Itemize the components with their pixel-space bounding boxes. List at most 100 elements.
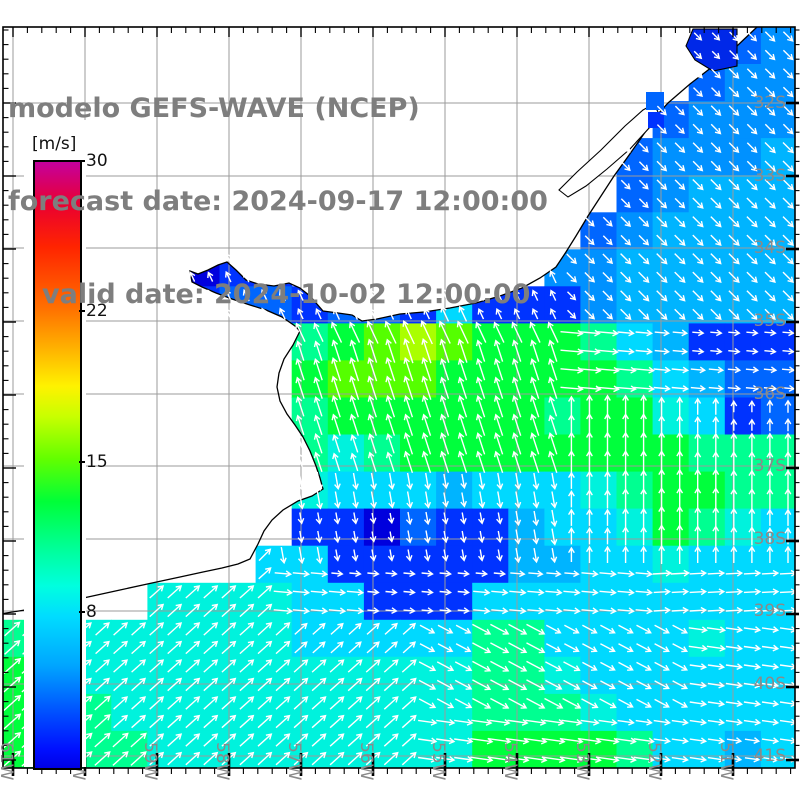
field-cell <box>400 471 437 510</box>
field-cell <box>580 582 618 621</box>
field-cell <box>616 471 654 510</box>
field-cell <box>688 471 726 510</box>
field-cell <box>472 545 509 584</box>
field-cell <box>544 730 582 768</box>
field-cell <box>508 545 545 584</box>
field-cell <box>472 508 509 547</box>
field-cell <box>508 471 545 510</box>
lon-label: 51W <box>716 742 736 781</box>
field-cell <box>760 693 795 732</box>
lon-label: 61W <box>0 742 16 781</box>
field-cell <box>436 693 473 732</box>
lat-label: 39S <box>754 601 786 621</box>
field-cell <box>327 545 365 584</box>
field-cell <box>724 323 762 362</box>
valid-date: valid date: 2024-10-02 12:00:00 <box>42 279 531 310</box>
lat-label: 34S <box>754 238 786 258</box>
field-cell <box>472 656 509 695</box>
field-cell <box>508 619 545 658</box>
field-cell <box>508 508 545 547</box>
colorbar-tick-mark <box>79 160 85 162</box>
field-cell <box>652 323 690 362</box>
field-cell <box>724 471 762 510</box>
field-cell <box>580 730 618 768</box>
field-cell <box>544 582 582 621</box>
field-cell <box>291 508 329 547</box>
field-cell <box>291 545 329 584</box>
lat-label: 40S <box>754 674 786 694</box>
field-cell <box>688 323 726 362</box>
field-cell <box>580 693 618 732</box>
forecast-date: forecast date: 2024-09-17 12:00:00 <box>8 186 548 217</box>
field-cell <box>400 693 437 732</box>
colorbar-tick-label: 8 <box>86 602 97 622</box>
field-cell <box>327 508 365 547</box>
field-cell <box>436 730 473 768</box>
field-cell <box>616 582 654 621</box>
field-cell <box>544 508 582 547</box>
colorbar-unit-label: [m/s] <box>32 134 77 154</box>
field-cell <box>760 471 795 510</box>
field-cell <box>616 434 654 473</box>
field-cell <box>652 360 690 399</box>
field-cell <box>363 582 401 621</box>
field-cell <box>760 545 795 584</box>
field-cell <box>688 619 726 658</box>
field-cell <box>724 545 762 584</box>
field-cell <box>327 471 365 510</box>
field-cell <box>652 582 690 621</box>
field-cell <box>652 693 690 732</box>
colorbar-tick-label: 15 <box>86 452 108 472</box>
field-cell <box>363 471 401 510</box>
field-cell <box>688 656 726 695</box>
lat-label: 38S <box>754 529 786 549</box>
map-frame <box>2 26 796 769</box>
field-cell <box>616 323 654 362</box>
lat-label: 33S <box>754 166 786 186</box>
lon-label: 56W <box>356 742 376 781</box>
field-cell <box>508 693 545 732</box>
field-cell <box>688 693 726 732</box>
colorbar-tick-label: 30 <box>86 151 108 171</box>
field-cell <box>291 582 329 621</box>
field-cell <box>508 730 545 768</box>
map-titles: modelo GEFS-WAVE (NCEP) forecast date: 2… <box>8 31 548 372</box>
lat-label: 36S <box>754 384 786 404</box>
field-cell <box>652 508 690 547</box>
field-cell <box>724 397 762 436</box>
field-cell <box>616 508 654 547</box>
field-cell <box>255 545 293 584</box>
field-cell <box>580 471 618 510</box>
field-cell <box>255 582 293 621</box>
coastline <box>3 27 758 615</box>
field-cell <box>436 471 473 510</box>
land-mass <box>3 27 757 614</box>
wind-arrows <box>3 31 795 767</box>
field-cell <box>436 582 473 621</box>
field-cell <box>508 582 545 621</box>
field-cell <box>472 471 509 510</box>
field-cell <box>724 619 762 658</box>
field-cell <box>508 656 545 695</box>
field-cell <box>580 397 618 436</box>
map-layers <box>3 27 795 768</box>
lon-label: 57W <box>284 742 304 781</box>
field-cell <box>363 508 401 547</box>
field-cell <box>472 730 509 768</box>
colorbar-gradient <box>33 160 82 770</box>
field-cell <box>688 545 726 584</box>
field-cell <box>688 582 726 621</box>
lagoon-cell <box>646 92 664 110</box>
field-cell <box>472 582 509 621</box>
model-title: modelo GEFS-WAVE (NCEP) <box>8 93 420 124</box>
field-cell <box>580 545 618 584</box>
field-cell <box>724 508 762 547</box>
field-cell <box>616 360 654 399</box>
field-cell <box>760 730 795 768</box>
lat-label: 32S <box>754 93 786 113</box>
field-cell <box>652 397 690 436</box>
colorbar-tick-mark <box>79 611 85 613</box>
lat-label: 37S <box>754 456 786 476</box>
lagoon-cell <box>648 112 664 128</box>
field-cell <box>652 434 690 473</box>
